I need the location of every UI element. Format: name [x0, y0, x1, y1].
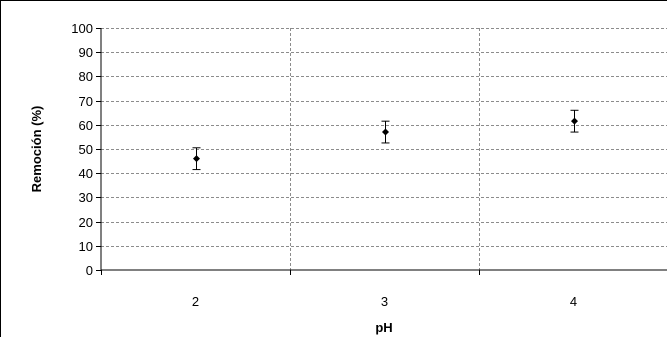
x-tick-label: 4: [570, 294, 577, 309]
y-tick-label: 40: [79, 166, 93, 181]
y-axis-title: Remoción (%): [29, 106, 44, 193]
x-axis-ticks: 2 3 4: [102, 270, 667, 309]
y-axis-ticks: 0 10 20 30 40 50 60 70 80 90 100: [71, 21, 101, 278]
y-tick-label: 20: [79, 215, 93, 230]
y-tick-label: 60: [79, 118, 93, 133]
y-tick-label: 90: [79, 45, 93, 60]
x-tick-label: 2: [192, 294, 199, 309]
y-tick-label: 0: [86, 263, 93, 278]
y-tick-label: 50: [79, 142, 93, 157]
y-tick-label: 100: [71, 21, 93, 36]
y-tick-label: 80: [79, 69, 93, 84]
y-tick-label: 70: [79, 94, 93, 109]
x-tick-label: 3: [381, 294, 388, 309]
x-axis-title: pH: [375, 320, 392, 335]
y-tick-label: 10: [79, 239, 93, 254]
y-tick-label: 30: [79, 190, 93, 205]
